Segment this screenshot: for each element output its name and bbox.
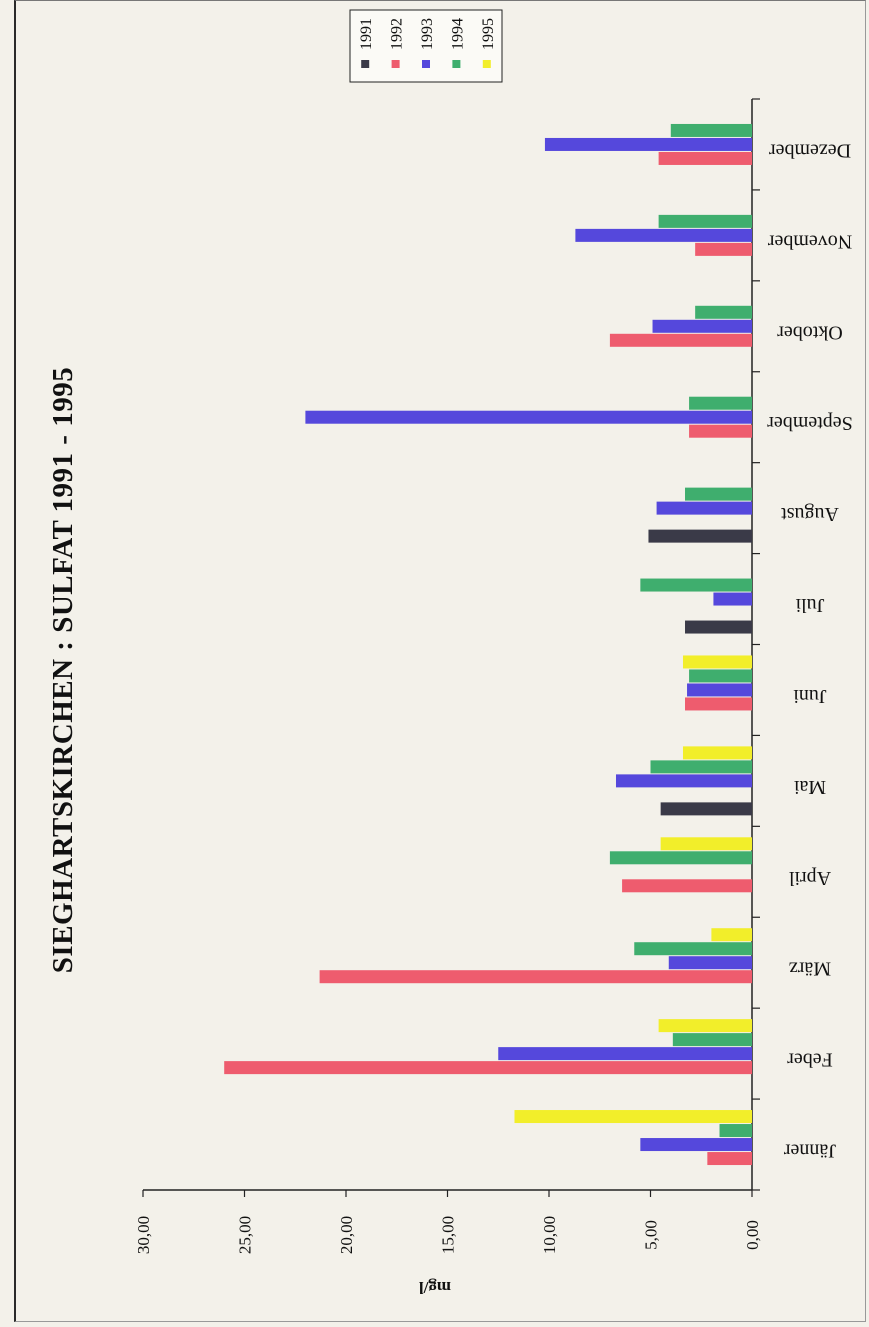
bar [609, 851, 752, 865]
bar [695, 305, 752, 319]
bar [685, 620, 752, 634]
bar [689, 669, 752, 683]
bar [224, 1061, 752, 1075]
bar [682, 655, 752, 669]
bar [660, 802, 752, 816]
y-axis-label: mg/l [419, 1278, 451, 1297]
chart-title: SIEGHARTSKIRCHEN : SULFAT 1991 - 1995 [47, 367, 79, 973]
category-label: Jänner [784, 1140, 837, 1162]
category-label: April [788, 867, 831, 889]
legend-swatch [422, 60, 430, 68]
bar [658, 151, 752, 165]
legend-label: 1995 [480, 18, 497, 50]
bar [719, 1124, 752, 1138]
legend-swatch [361, 60, 370, 68]
bar [648, 529, 752, 543]
category-label: Juni [793, 685, 827, 707]
bar [660, 837, 752, 851]
bar [622, 879, 752, 893]
bar [685, 697, 752, 711]
bar [615, 774, 752, 788]
bar [695, 242, 752, 256]
legend-box [349, 9, 503, 83]
legend-swatch [391, 60, 400, 68]
value-tick-label: 25,00 [236, 1216, 255, 1254]
bar [707, 1152, 752, 1166]
bar [652, 319, 752, 333]
bar [640, 1138, 752, 1152]
category-label: Dezember [769, 139, 852, 161]
value-tick-label: 15,00 [439, 1216, 458, 1254]
category-label: März [789, 958, 831, 980]
value-tick-label: 0,00 [743, 1220, 762, 1250]
bar [609, 333, 752, 347]
category-label: Oktober [777, 321, 843, 343]
bar [689, 424, 752, 438]
value-tick-label: 5,00 [642, 1220, 661, 1250]
bar [689, 396, 752, 410]
bar [305, 410, 752, 424]
page-frame [14, 0, 866, 1322]
legend-swatch [482, 60, 491, 68]
category-label: August [781, 503, 839, 525]
bar [544, 137, 752, 151]
value-tick-label: 20,00 [337, 1216, 356, 1254]
legend-swatch [452, 60, 461, 68]
bar [668, 956, 752, 970]
bar [713, 592, 752, 606]
category-label: Feber [787, 1049, 833, 1071]
bar [672, 1033, 752, 1047]
legend: 1991 1992 1993 1994 1995 [349, 9, 503, 83]
legend-label: 1993 [419, 18, 436, 50]
axes-group: 0,00 5,00 10,00 15,00 20,00 25,00 30,00 Jänner F… [134, 98, 853, 1254]
bar [575, 228, 752, 242]
bars-group [224, 123, 752, 1166]
bar [658, 214, 752, 228]
value-tick-label: 10,00 [540, 1216, 559, 1254]
category-label: September [767, 412, 853, 434]
bar [650, 760, 752, 774]
bar [685, 487, 752, 501]
legend-label: 1994 [449, 18, 466, 50]
category-label: November [767, 230, 852, 252]
bar [514, 1110, 752, 1124]
bar [658, 1019, 752, 1033]
bar [640, 578, 752, 592]
legend-label: 1992 [389, 18, 406, 50]
bar [634, 942, 752, 956]
bar [498, 1047, 752, 1061]
category-label: Mai [793, 776, 826, 798]
bar [682, 746, 752, 760]
bar [670, 123, 752, 137]
legend-label: 1991 [358, 18, 375, 50]
bar [319, 970, 752, 984]
category-label: Juli [795, 594, 824, 616]
bar [711, 928, 752, 942]
bar [687, 683, 752, 697]
bar [656, 501, 752, 515]
value-tick-label: 30,00 [134, 1216, 153, 1254]
